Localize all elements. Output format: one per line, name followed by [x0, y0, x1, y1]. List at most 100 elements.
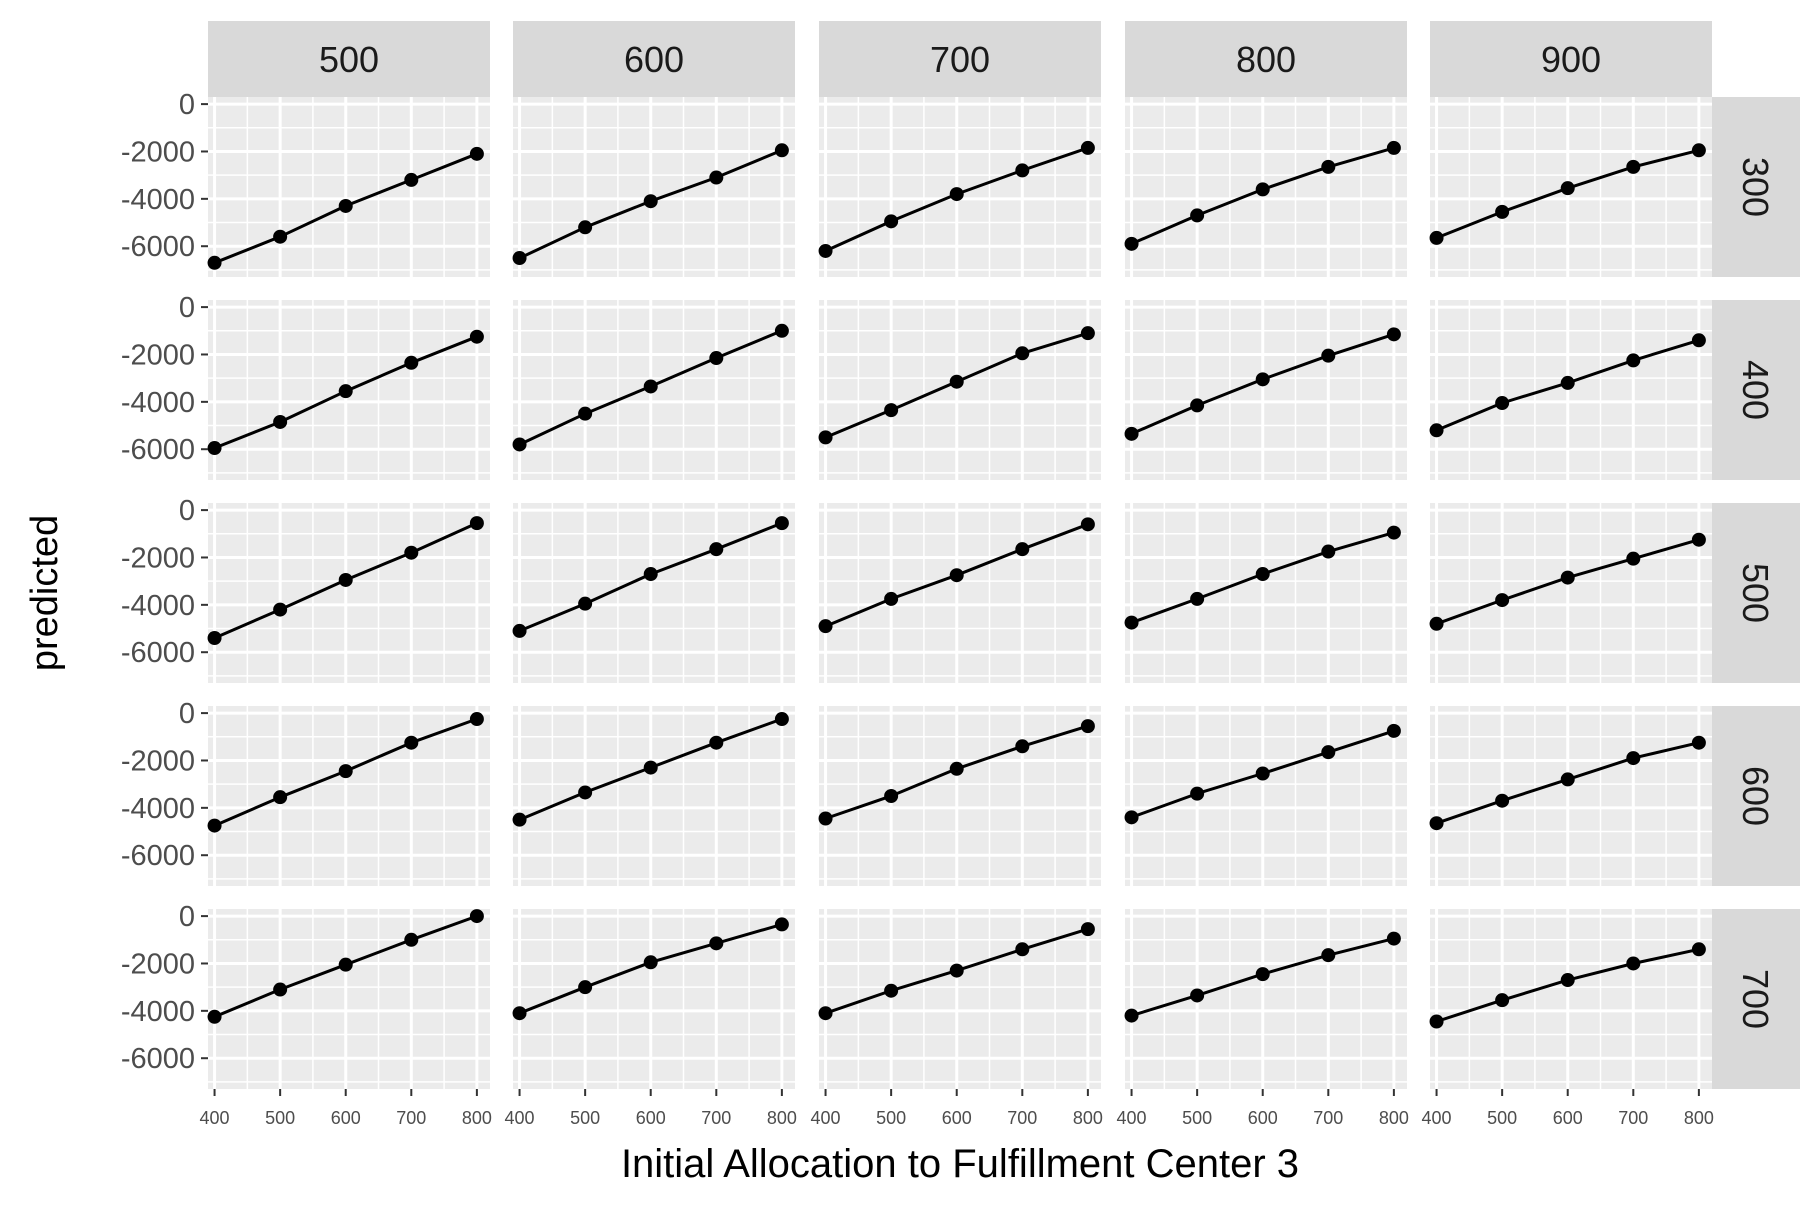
x-tick-label: 500 — [265, 1108, 295, 1128]
x-tick-label: 400 — [1422, 1108, 1452, 1128]
data-point — [1429, 423, 1444, 438]
data-point — [1015, 346, 1030, 361]
data-point — [1495, 593, 1510, 608]
data-point — [1080, 922, 1095, 937]
panel — [818, 300, 1101, 480]
column-strip — [1125, 21, 1407, 97]
data-point — [338, 764, 353, 779]
data-point — [1560, 375, 1575, 390]
data-point — [207, 631, 222, 645]
row-strip-label: 400 — [1735, 360, 1776, 420]
x-tick-label: 500 — [1487, 1108, 1517, 1128]
data-point — [512, 812, 527, 827]
data-point — [469, 329, 484, 344]
data-point — [1124, 426, 1139, 441]
data-point — [643, 760, 658, 775]
data-point — [884, 983, 899, 998]
panel-background — [1430, 503, 1712, 683]
panel — [1429, 909, 1712, 1089]
panel — [512, 503, 795, 683]
y-tick-label: -2000 — [121, 745, 195, 777]
y-tick-label: -6000 — [121, 1043, 195, 1075]
x-tick-label: 700 — [1313, 1108, 1343, 1128]
data-point — [1560, 570, 1575, 585]
data-point — [774, 323, 789, 338]
data-point — [404, 932, 419, 947]
column-strip — [513, 21, 795, 97]
x-tick-label: 400 — [811, 1108, 841, 1128]
data-point — [1429, 230, 1444, 245]
data-point — [1080, 517, 1095, 532]
panel — [1124, 97, 1407, 277]
panel-background — [513, 503, 795, 683]
data-point — [1691, 143, 1706, 158]
panel-background — [1430, 300, 1712, 480]
data-point — [1190, 786, 1205, 801]
panel — [1429, 97, 1712, 277]
data-point — [1386, 931, 1401, 946]
data-point — [1495, 396, 1510, 411]
x-axis-title: Initial Allocation to Fulfillment Center… — [621, 1142, 1299, 1186]
data-point — [1321, 745, 1336, 760]
column-strip — [819, 21, 1101, 97]
data-point — [1190, 988, 1205, 1003]
panel-background — [1430, 909, 1712, 1089]
panel — [207, 97, 490, 277]
data-point — [818, 430, 833, 445]
data-point — [818, 1006, 833, 1021]
data-point — [1190, 591, 1205, 606]
data-point — [1190, 208, 1205, 223]
data-point — [1255, 766, 1270, 781]
row-strips: 300 400 500 600 700 — [1712, 97, 1800, 1089]
x-tick-label: 400 — [505, 1108, 535, 1128]
panel — [818, 706, 1101, 886]
data-point — [884, 591, 899, 606]
panel — [207, 909, 490, 1089]
data-point — [207, 1009, 222, 1024]
data-point — [338, 384, 353, 399]
panel-background — [208, 909, 490, 1089]
data-point — [207, 441, 222, 456]
panel — [207, 503, 490, 683]
row-strip-label: 300 — [1735, 157, 1776, 217]
data-point — [512, 251, 527, 266]
data-point — [1255, 182, 1270, 197]
data-point — [404, 355, 419, 370]
data-point — [469, 516, 484, 531]
panel — [207, 706, 490, 886]
data-point — [818, 619, 833, 634]
x-tick-label: 600 — [331, 1108, 361, 1128]
row-strip — [1712, 503, 1800, 683]
x-tick-label: 800 — [1379, 1108, 1409, 1128]
y-tick-label: -2000 — [121, 136, 195, 168]
data-point — [884, 214, 899, 229]
data-point — [1386, 525, 1401, 540]
column-strip-label: 500 — [319, 39, 379, 80]
panel-background — [513, 97, 795, 277]
panel-background — [819, 97, 1101, 277]
data-point — [1255, 567, 1270, 582]
data-point — [207, 255, 222, 270]
data-point — [404, 545, 419, 560]
y-tick-label: -4000 — [121, 996, 195, 1028]
data-point — [1560, 973, 1575, 988]
data-point — [1560, 772, 1575, 787]
data-point — [469, 712, 484, 727]
data-point — [1626, 751, 1641, 766]
panels — [207, 97, 1712, 1089]
x-axes: 400 500 600 700 800 400 500 600 700 800 400 500 600 7… — [200, 1089, 1714, 1128]
y-tick-label: 0 — [179, 292, 195, 324]
data-point — [1626, 551, 1641, 566]
y-tick-label: 0 — [179, 901, 195, 933]
panel-background — [819, 909, 1101, 1089]
data-point — [1015, 739, 1030, 754]
column-strip — [1430, 21, 1712, 97]
y-axes: 0 -2000 -4000 -6000 0 -2000 -4000 -6000 0 -2000 -4… — [121, 89, 208, 1075]
column-strip-label: 600 — [624, 39, 684, 80]
data-point — [643, 955, 658, 970]
data-point — [1429, 616, 1444, 631]
column-strip-label: 800 — [1236, 39, 1296, 80]
data-point — [578, 596, 593, 611]
column-strip-label: 700 — [930, 39, 990, 80]
panel-background — [1125, 909, 1407, 1089]
